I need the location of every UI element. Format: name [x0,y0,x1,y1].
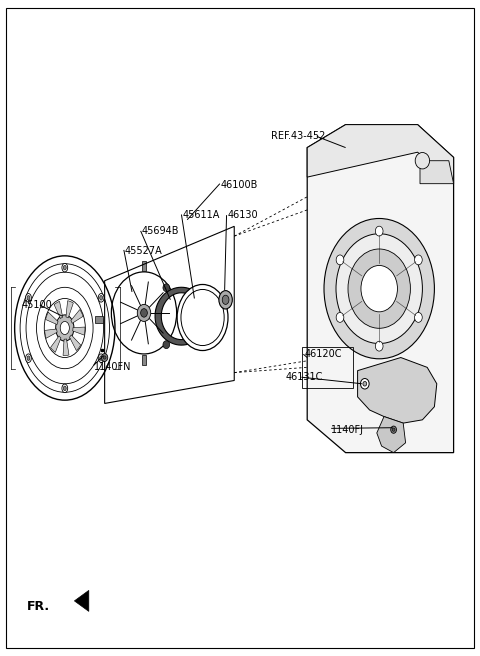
Polygon shape [358,358,437,423]
Text: 1140FJ: 1140FJ [331,424,364,435]
Text: 45611A: 45611A [182,210,220,220]
Bar [142,355,146,365]
Ellipse shape [101,354,108,361]
Ellipse shape [100,295,103,300]
Ellipse shape [163,284,170,292]
Ellipse shape [415,312,422,322]
Ellipse shape [219,291,232,309]
Ellipse shape [324,218,434,359]
Ellipse shape [415,152,430,169]
Wedge shape [63,339,69,356]
Ellipse shape [27,356,30,360]
Wedge shape [71,310,83,323]
Polygon shape [155,287,206,345]
Ellipse shape [336,312,344,322]
Ellipse shape [100,356,103,360]
Ellipse shape [336,255,344,265]
Polygon shape [74,590,89,611]
Text: 46120C: 46120C [305,349,342,359]
Wedge shape [46,312,58,325]
Text: 46130: 46130 [228,210,259,220]
Ellipse shape [375,341,383,351]
Wedge shape [66,300,73,318]
Ellipse shape [391,426,396,434]
Polygon shape [377,417,406,453]
Ellipse shape [60,321,70,335]
Ellipse shape [103,356,106,359]
Wedge shape [70,335,81,350]
Ellipse shape [98,293,104,302]
Wedge shape [50,336,61,352]
Text: REF.43-452: REF.43-452 [271,131,325,142]
Ellipse shape [27,295,30,300]
Polygon shape [307,125,454,453]
Ellipse shape [62,263,68,272]
Ellipse shape [375,226,383,236]
Polygon shape [420,161,454,184]
Wedge shape [45,329,57,338]
Wedge shape [72,327,85,335]
Ellipse shape [98,354,104,362]
Ellipse shape [361,266,397,312]
Ellipse shape [336,234,422,344]
Text: 46131C: 46131C [286,372,323,382]
Ellipse shape [363,381,367,386]
Ellipse shape [392,428,395,432]
Bar [95,316,103,323]
Polygon shape [307,125,454,184]
Ellipse shape [181,289,224,346]
Ellipse shape [360,379,369,389]
Ellipse shape [415,255,422,265]
Ellipse shape [137,304,151,321]
Text: 45527A: 45527A [125,245,163,256]
Text: 45694B: 45694B [142,226,179,236]
Ellipse shape [163,340,170,348]
Bar [178,310,185,316]
Bar [142,260,146,271]
Ellipse shape [348,249,410,328]
Ellipse shape [208,312,215,320]
Wedge shape [54,301,63,319]
Ellipse shape [56,315,74,341]
Bar [302,347,353,388]
Ellipse shape [222,295,229,304]
Ellipse shape [141,308,147,317]
Ellipse shape [25,293,31,302]
Text: 46100B: 46100B [221,180,258,190]
Ellipse shape [177,285,228,350]
Text: FR.: FR. [26,600,49,613]
Ellipse shape [25,354,31,362]
Ellipse shape [63,266,66,270]
Text: 45100: 45100 [22,300,52,310]
Text: 1140FN: 1140FN [94,362,131,373]
Ellipse shape [62,384,68,392]
Ellipse shape [63,386,66,390]
